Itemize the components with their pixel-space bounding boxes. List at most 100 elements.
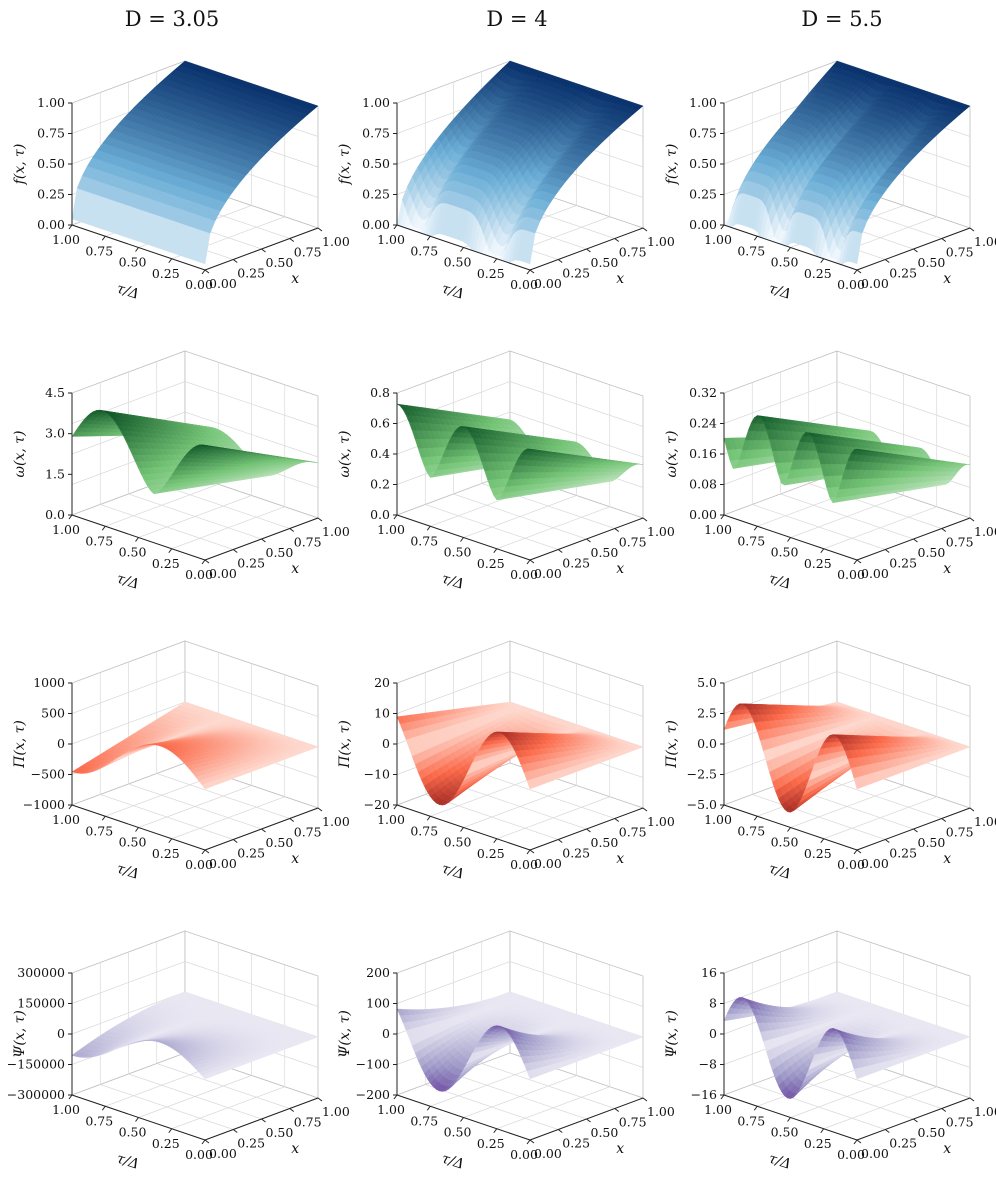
tau-tick-label: 0.50 [771, 255, 799, 270]
x-tick-label: 1.00 [322, 524, 350, 539]
x-tick-label: 0.50 [918, 255, 946, 270]
tau-axis-label: τ/Δ [115, 571, 141, 593]
z-tick-label: 0.25 [37, 187, 65, 202]
tau-tick-label: 0.25 [477, 266, 505, 281]
panels: 0.000.250.500.751.00f(x, τ)1.000.750.500… [7, 60, 996, 1173]
x-tick [529, 269, 535, 274]
z-tick-label: 0.50 [362, 156, 390, 171]
z-tick-label: 3.0 [45, 426, 65, 441]
tau-tick [68, 224, 73, 230]
z-tick-label: 4.5 [45, 385, 65, 400]
panel-0: 0.000.250.500.751.00f(x, τ)1.000.750.500… [12, 60, 350, 303]
x-tick [884, 259, 890, 263]
z-axis-label: f(x, τ) [337, 144, 353, 186]
tau-tick-label: 0.25 [804, 266, 832, 281]
z-tick-label: 0.50 [37, 156, 65, 171]
tau-tick [493, 258, 498, 264]
tau-tick [753, 235, 758, 241]
x-tick-label: 0.25 [237, 266, 265, 281]
panel-3: 0.0 1.5 3.0 4.5 ω(x, τ) 1.00 0.75 0.50 0.25 0.00 τ… [12, 350, 350, 593]
tau-tick-label: 0.50 [444, 255, 472, 270]
tau-tick-label: 0.75 [410, 243, 438, 258]
tau-tick [393, 224, 398, 230]
tau-tick-label: 1.00 [704, 232, 732, 247]
x-tick [289, 238, 295, 242]
x-tick-label: 0.75 [946, 245, 974, 260]
x-tick-label: 0.50 [266, 545, 294, 560]
tau-tick [135, 537, 139, 542]
tau-tick-label: 0.50 [119, 255, 147, 270]
tau-tick-label: 0.25 [152, 266, 180, 281]
tau-tick [720, 224, 725, 230]
x-tick-label: 0.00 [209, 566, 237, 581]
tau-tick-label: 0.50 [119, 545, 147, 560]
z-tick-label: 0.50 [689, 156, 717, 171]
x-axis-label: x [291, 271, 299, 287]
z-tick-label: 0.75 [689, 126, 717, 141]
tau-tick [201, 559, 206, 565]
z-tick-label: 0.75 [362, 126, 390, 141]
tau-tick [201, 269, 206, 275]
x-axis-label: x [616, 271, 624, 287]
z-tick-label: 0.25 [362, 187, 390, 202]
tau-tick [168, 258, 173, 264]
column-title-1: D = 4 [486, 7, 547, 31]
z-tick-label: 0.0 [45, 507, 65, 522]
column-title-0: D = 3.05 [125, 7, 220, 31]
x-tick-label: 0.00 [534, 276, 562, 291]
x-tick [557, 259, 563, 263]
x-tick [204, 559, 210, 564]
x-tick [232, 259, 238, 263]
tau-tick [101, 525, 106, 531]
tau-tick [426, 235, 431, 241]
x-tick [642, 227, 648, 232]
tau-tick-label: 1.00 [52, 232, 80, 247]
tau-tick [787, 247, 791, 252]
tau-axis-label: τ/Δ [115, 281, 141, 303]
x-axis-label: x [943, 271, 951, 287]
tau-tick-label: 1.00 [377, 232, 405, 247]
x-tick-label: 0.25 [889, 266, 917, 281]
tau-tick-label: 0.75 [85, 243, 113, 258]
z-axis-label: ω(x, τ) [12, 431, 28, 478]
x-axis-label: x [291, 561, 299, 577]
x-tick [317, 517, 323, 522]
tau-tick [135, 247, 139, 252]
z-tick-label: 1.00 [362, 95, 390, 110]
x-tick [204, 269, 210, 274]
x-tick-label: 0.75 [294, 245, 322, 260]
tau-tick [460, 247, 464, 252]
z-tick-label: 1.5 [45, 466, 65, 481]
z-tick-label: 0.00 [362, 217, 390, 232]
x-tick [261, 248, 266, 253]
tau-axis-label: τ/Δ [767, 281, 793, 303]
tau-tick [68, 514, 73, 520]
panel-1: 0.00 0.25 0.50 0.75 1.00 f(x, τ) 1.00 0.75 0.50 0… [337, 60, 675, 303]
panel-4: 0.00.20.40.60.8ω(x, τ)1.000.750.500.250.… [337, 350, 675, 593]
tau-tick-label: 1.00 [52, 522, 80, 537]
tau-tick [526, 269, 531, 275]
x-tick [941, 238, 947, 242]
column-title-2: D = 5.5 [801, 7, 882, 31]
tau-tick [853, 269, 858, 275]
x-tick-label: 0.00 [209, 276, 237, 291]
x-tick-label: 1.00 [322, 234, 350, 249]
x-tick [969, 227, 975, 232]
tau-tick [101, 235, 106, 241]
x-tick [913, 248, 918, 253]
z-tick-label: 0.00 [37, 217, 65, 232]
tau-tick-label: 0.75 [737, 243, 765, 258]
z-axis-label: f(x, τ) [664, 144, 680, 186]
z-tick-label: 1.00 [689, 95, 717, 110]
x-tick-label: 0.50 [266, 255, 294, 270]
x-tick [856, 269, 862, 274]
x-tick-label: 0.50 [591, 255, 619, 270]
tau-tick-label: 0.25 [152, 556, 180, 571]
z-tick-label: 1.00 [37, 95, 65, 110]
x-tick-label: 1.00 [974, 234, 996, 249]
tau-tick-label: 0.75 [85, 533, 113, 548]
x-tick-label: 1.00 [647, 234, 675, 249]
z-tick-label: 0.00 [689, 217, 717, 232]
z-axis-label: f(x, τ) [12, 144, 28, 186]
